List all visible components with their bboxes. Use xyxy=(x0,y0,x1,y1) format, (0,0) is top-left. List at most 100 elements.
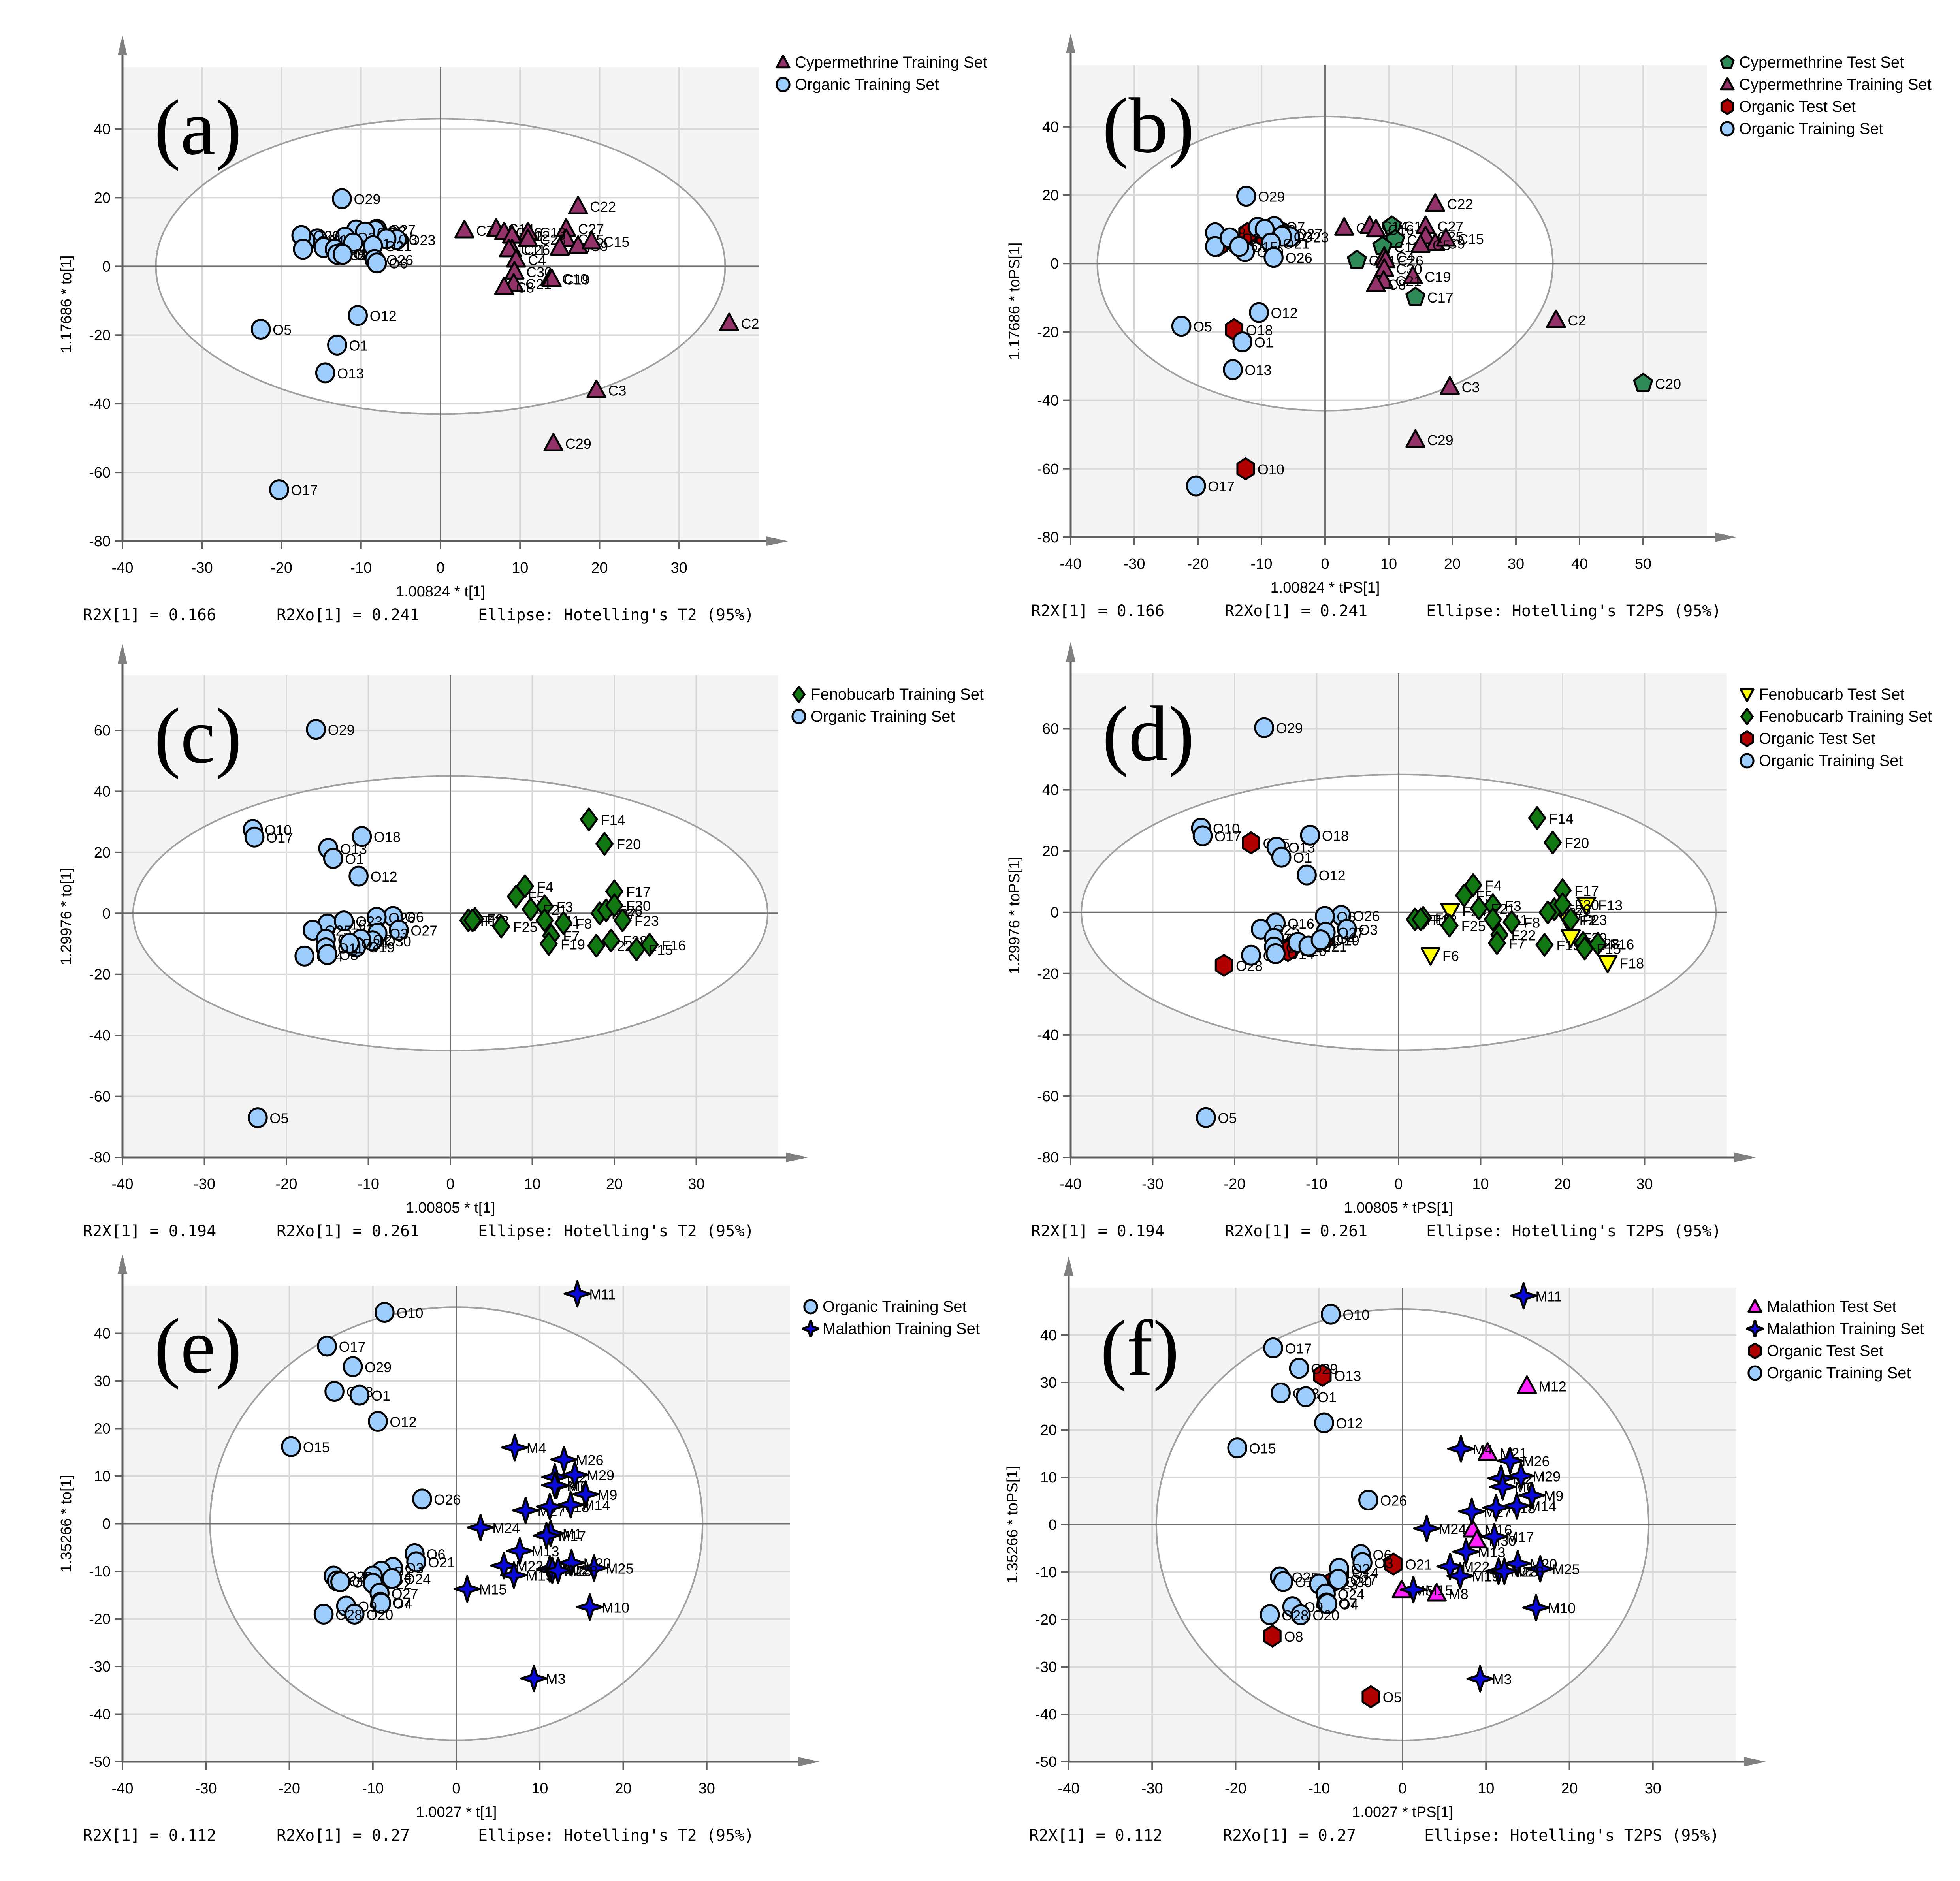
x-tick-label: 10 xyxy=(1472,1176,1489,1193)
data-point xyxy=(550,237,570,256)
point-label: M1 xyxy=(563,1526,582,1542)
point-label: M3 xyxy=(546,1671,565,1687)
data-point xyxy=(1273,1571,1293,1592)
data-point xyxy=(518,228,538,247)
circle-marker-icon xyxy=(1740,753,1755,769)
point-label: O17 xyxy=(1208,478,1235,495)
y-tick-label: -80 xyxy=(89,533,111,550)
y-tick-label: 40 xyxy=(1042,119,1059,135)
point-label: O13 xyxy=(1245,362,1272,378)
legend-item: Organic Test Set xyxy=(1719,96,1932,118)
y-tick-label: 0 xyxy=(1051,905,1059,921)
y-tick-label: -20 xyxy=(1037,966,1059,982)
series-cypermethrine-test-set: C1C6C24C12C17C20 xyxy=(1347,215,1681,392)
model-stat: Ellipse: Hotelling's T2 (95%) xyxy=(478,1826,754,1845)
point-label: C21 xyxy=(525,276,552,292)
legend-item: Organic Training Set xyxy=(1746,1362,1924,1384)
data-point xyxy=(306,719,326,740)
data-point xyxy=(494,277,514,295)
data-point xyxy=(367,252,387,274)
legend-label: Organic Test Set xyxy=(1759,730,1875,747)
x-tick-label: -20 xyxy=(271,560,292,576)
point-label: O26 xyxy=(434,1492,461,1508)
series-fenobucarb-training-set: F14F20F4F5F3F21F26F27F17F30F23F10F9F12F2… xyxy=(1406,806,1634,961)
point-label: M29 xyxy=(1533,1468,1561,1484)
point-label: O17 xyxy=(291,482,318,498)
point-label: O20 xyxy=(1312,1607,1339,1623)
point-label: F2 xyxy=(1579,912,1596,929)
data-point xyxy=(522,897,540,922)
y-tick-label: -10 xyxy=(89,1563,111,1580)
series-malathion-training-set: M11M4M26M2M29M6M9M27M18M14M24M17M13M20M2… xyxy=(1399,1282,1580,1693)
y-tick-label: 60 xyxy=(1042,721,1059,737)
data-point xyxy=(1561,907,1580,931)
data-point xyxy=(324,1381,345,1402)
point-label: M12 xyxy=(1539,1378,1566,1394)
point-label: F19 xyxy=(561,936,585,952)
data-point xyxy=(1446,1562,1474,1590)
x-tick-label: -20 xyxy=(276,1176,297,1193)
point-label: O8 xyxy=(1284,1629,1303,1645)
scatter-plot: -40 -30 -20 -10 0 10 20 30 40 50 -80 -60 -40 -20 0 20 40… xyxy=(1006,34,1736,620)
point-label: O27 xyxy=(1350,1572,1377,1588)
point-label: O21 xyxy=(428,1554,455,1571)
data-point xyxy=(293,239,313,260)
x-tick-label: -40 xyxy=(1058,1780,1080,1797)
y-tick-label: -20 xyxy=(89,1611,111,1628)
point-label: O29 xyxy=(1258,189,1285,205)
point-label: O1 xyxy=(349,337,368,354)
model-stat: R2Xo[1] = 0.241 xyxy=(277,606,419,624)
point-label: C26 xyxy=(524,242,550,258)
point-label: F22 xyxy=(1511,927,1536,943)
data-point xyxy=(1236,186,1256,207)
data-point xyxy=(371,1593,392,1614)
point-label: C5 xyxy=(1433,237,1451,254)
circle-marker-icon xyxy=(791,709,806,724)
point-label: M11 xyxy=(1535,1288,1562,1304)
x-tick-label: 10 xyxy=(524,1176,540,1193)
x-tick-label: -10 xyxy=(362,1780,384,1797)
x-tick-label: -40 xyxy=(1060,556,1082,572)
point-label: O5 xyxy=(1193,319,1212,335)
point-label: M13 xyxy=(532,1543,559,1559)
x-tick-label: -10 xyxy=(1306,1176,1327,1193)
x-tick-label: 10 xyxy=(1380,556,1397,572)
y-tick-label: -20 xyxy=(89,327,111,344)
data-point xyxy=(520,1665,548,1693)
point-label: O3 xyxy=(1374,1555,1393,1571)
point-label: O1 xyxy=(1293,850,1312,866)
data-point xyxy=(1452,1538,1480,1566)
y-tick-label: -40 xyxy=(1037,1027,1059,1044)
data-point xyxy=(568,196,588,214)
data-point xyxy=(1553,892,1572,916)
x-tick-label: 0 xyxy=(446,1176,454,1193)
point-label: C10 xyxy=(562,271,588,287)
triangle-down-marker-icon xyxy=(1740,688,1755,702)
point-label: F15 xyxy=(648,942,673,958)
data-point xyxy=(453,1575,481,1603)
y-axis-arrow-icon xyxy=(118,1254,127,1274)
point-label: F8 xyxy=(1523,915,1540,931)
data-point xyxy=(1470,896,1488,920)
x-tick-label: -40 xyxy=(112,1176,134,1193)
data-point xyxy=(330,1571,350,1593)
legend-item: Organic Training Set xyxy=(1719,118,1932,140)
point-label: O26 xyxy=(1286,250,1312,266)
point-label: C26 xyxy=(1397,253,1423,269)
hexagon-marker-icon xyxy=(1720,98,1734,115)
data-point xyxy=(1241,944,1261,966)
y-tick-label: 10 xyxy=(94,1468,111,1485)
legend-item: Fenobucarb Training Set xyxy=(1738,705,1932,728)
point-label: C16 xyxy=(1388,222,1414,238)
data-point xyxy=(1518,1481,1546,1509)
model-stat: R2Xo[1] = 0.261 xyxy=(1225,1222,1367,1240)
point-label: C8 xyxy=(516,280,534,296)
data-point xyxy=(1317,1593,1338,1614)
data-point xyxy=(1347,250,1367,269)
data-point xyxy=(281,1436,301,1457)
data-point xyxy=(1295,1386,1316,1407)
x-tick-label: -10 xyxy=(358,1176,379,1193)
point-label: O27 xyxy=(1337,925,1364,941)
legend-label: Organic Training Set xyxy=(1759,752,1903,769)
point-label: O29 xyxy=(328,722,355,738)
